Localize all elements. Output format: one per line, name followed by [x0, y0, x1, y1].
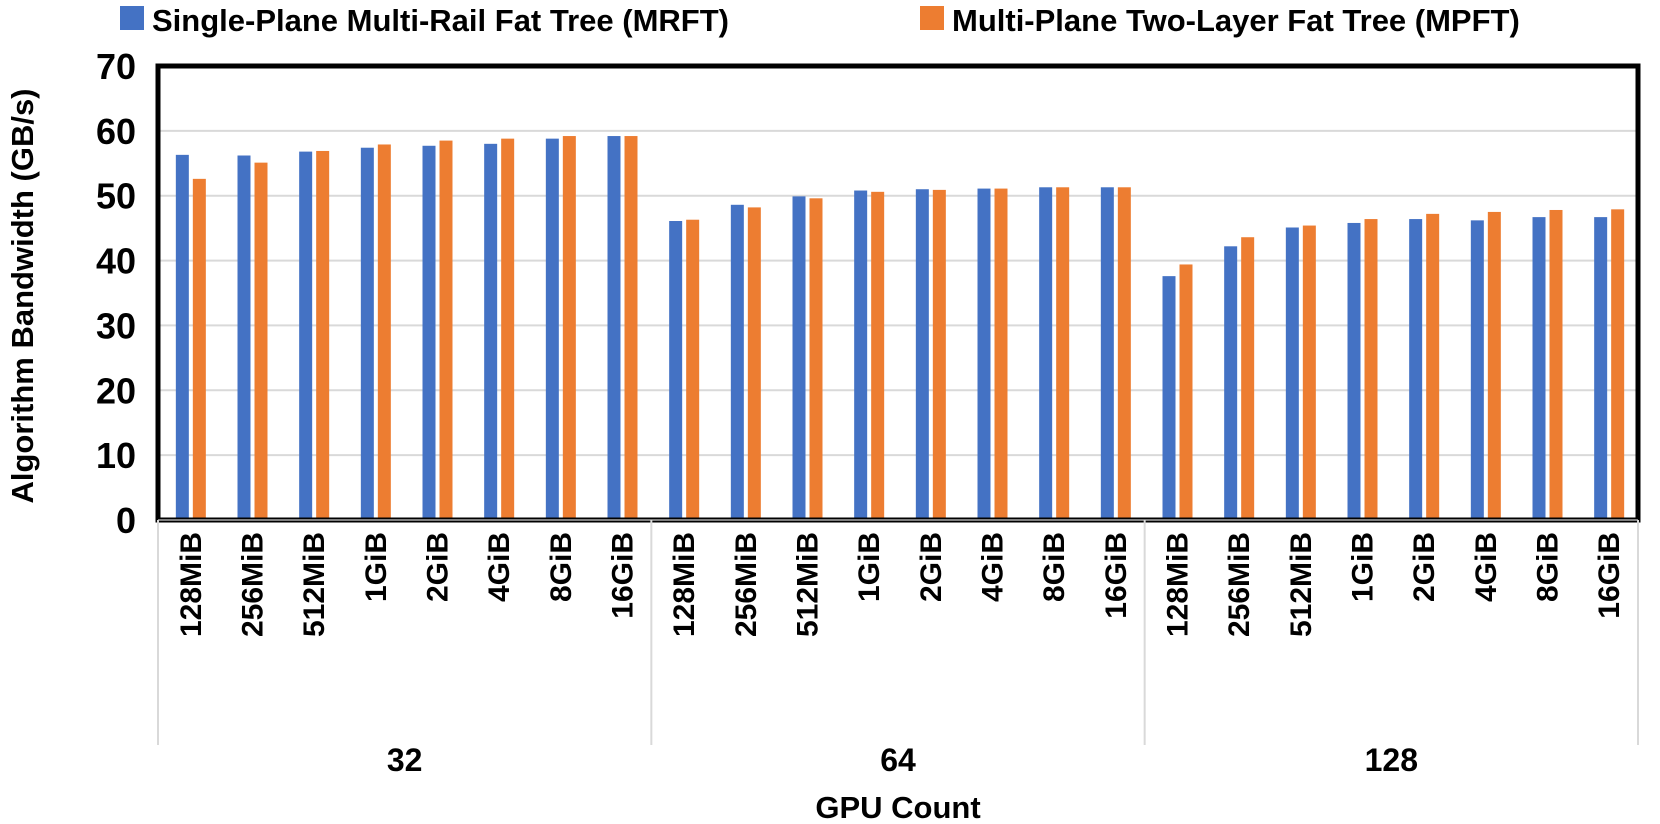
y-axis-title: Algorithm Bandwidth (GB/s) — [5, 88, 40, 503]
x-group-label: 32 — [387, 742, 423, 778]
x-category-label: 128MiB — [1162, 532, 1195, 637]
bar-mpft — [254, 162, 268, 520]
bar-mpft — [747, 207, 761, 521]
bar-mrft — [1532, 217, 1546, 521]
y-tick-label: 50 — [96, 176, 136, 217]
legend: Single-Plane Multi-Rail Fat Tree (MRFT) … — [120, 3, 1520, 38]
bar-mrft — [1409, 219, 1423, 520]
x-category-label: 256MiB — [237, 532, 270, 637]
bar-mpft — [1302, 225, 1316, 520]
x-category-label: 512MiB — [298, 532, 331, 637]
bar-mpft — [809, 198, 823, 520]
x-category-label: 1GiB — [853, 532, 886, 602]
bar-mrft — [1224, 246, 1238, 520]
bar-mpft — [1056, 187, 1070, 521]
bar-mrft — [977, 188, 991, 520]
bar-mpft — [1549, 209, 1563, 521]
bar-mrft — [1470, 220, 1484, 521]
bar-mrft — [237, 155, 251, 520]
bar-mpft — [1611, 209, 1625, 520]
x-category-label: 256MiB — [730, 532, 763, 637]
legend-label-mrft: Single-Plane Multi-Rail Fat Tree (MRFT) — [152, 3, 729, 38]
bar-mpft — [316, 150, 330, 520]
y-tick-label: 0 — [116, 500, 136, 541]
bar-mrft — [1347, 222, 1361, 520]
bar-mpft — [932, 189, 946, 520]
x-group-label: 64 — [880, 742, 916, 778]
bar-mpft — [1364, 219, 1378, 520]
bar-mrft — [545, 138, 559, 520]
bar-mpft — [1179, 264, 1193, 520]
bar-mrft — [1594, 217, 1608, 521]
y-tick-label: 20 — [96, 370, 136, 411]
y-tick-label: 10 — [96, 435, 136, 476]
x-category-label: 4GiB — [1470, 532, 1503, 602]
bar-mpft — [377, 144, 391, 520]
bar-mrft — [915, 189, 929, 520]
x-category-label: 2GiB — [1408, 532, 1441, 602]
legend-swatch-mrft — [120, 6, 144, 30]
bar-mpft — [1117, 187, 1131, 521]
bar-mrft — [730, 204, 744, 520]
x-category-label: 8GiB — [545, 532, 578, 602]
bar-mrft — [299, 151, 313, 520]
x-category-label: 16GiB — [607, 532, 640, 619]
bar-mrft — [175, 154, 189, 520]
x-category-label: 8GiB — [1532, 532, 1565, 602]
bar-mrft — [1100, 187, 1114, 521]
bar-mpft — [192, 178, 206, 520]
x-category-label: 16GiB — [1593, 532, 1626, 619]
x-category-label: 128MiB — [668, 532, 701, 637]
bar-mpft — [1241, 237, 1255, 521]
x-category-label: 8GiB — [1038, 532, 1071, 602]
x-category-label: 2GiB — [422, 532, 455, 602]
x-category-label: 1GiB — [1347, 532, 1380, 602]
x-category-label: 128MiB — [175, 532, 208, 637]
bars — [175, 136, 1625, 521]
x-category-label: 1GiB — [360, 532, 393, 602]
bar-mrft — [422, 145, 436, 520]
x-category-label: 2GiB — [915, 532, 948, 602]
x-category-label: 256MiB — [1223, 532, 1256, 637]
bar-mrft — [1039, 187, 1053, 521]
bar-mpft — [994, 188, 1008, 520]
bar-mpft — [686, 219, 700, 520]
y-tick-label: 70 — [96, 46, 136, 87]
x-category-label: 512MiB — [1285, 532, 1318, 637]
bar-mrft — [792, 196, 806, 520]
y-tick-label: 40 — [96, 241, 136, 282]
legend-swatch-mpft — [920, 6, 944, 30]
bar-mrft — [1162, 276, 1176, 520]
bar-mrft — [854, 190, 868, 521]
x-axis-title: GPU Count — [815, 790, 980, 824]
bar-mpft — [871, 191, 885, 520]
x-group-label: 128 — [1365, 742, 1418, 778]
gridlines — [158, 129, 1638, 457]
y-tick-label: 60 — [96, 111, 136, 152]
x-axis: 128MiB 256MiB 512MiB 1GiB 2GiB 4GiB 8GiB 16GiB 3… — [157, 520, 1639, 778]
x-category-label: 4GiB — [483, 532, 516, 602]
bar-mrft — [360, 147, 374, 520]
x-category-label: 512MiB — [792, 532, 825, 637]
x-category-label: 16GiB — [1100, 532, 1133, 619]
bar-mpft — [562, 136, 576, 520]
bar-mrft — [669, 221, 683, 520]
x-category-label: 4GiB — [977, 532, 1010, 602]
bar-mrft — [484, 143, 498, 521]
bar-mpft — [624, 136, 638, 520]
bar-mpft — [1426, 213, 1440, 521]
bar-mpft — [1487, 211, 1501, 520]
bar-mpft — [439, 140, 453, 521]
bar-mrft — [607, 136, 621, 520]
legend-label-mpft: Multi-Plane Two-Layer Fat Tree (MPFT) — [952, 3, 1520, 38]
y-axis-ticks: 0 10 20 30 40 50 60 70 — [96, 46, 136, 541]
y-tick-label: 30 — [96, 305, 136, 346]
bar-mpft — [501, 138, 515, 520]
bar-mrft — [1285, 227, 1299, 520]
